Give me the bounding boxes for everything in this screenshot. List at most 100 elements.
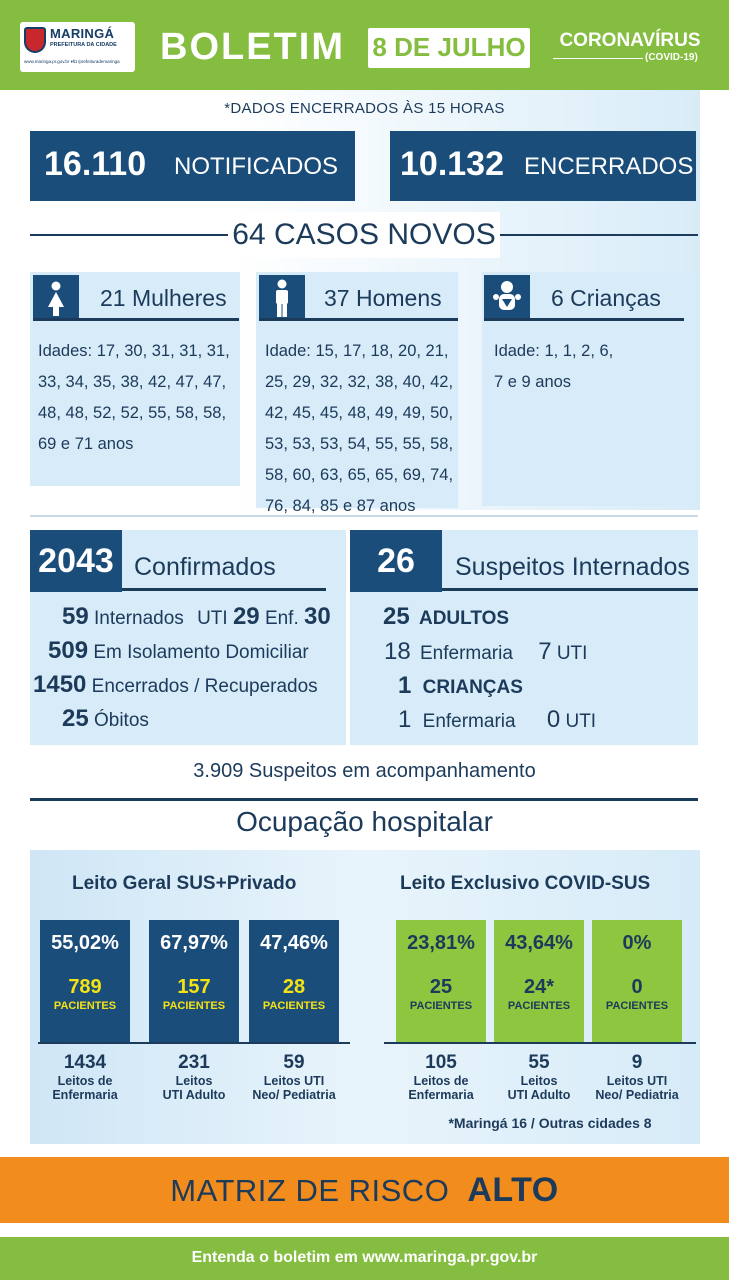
encerrados-box: 10.132 ENCERRADOS — [390, 131, 696, 201]
age-line: Idades: 17, 30, 31, 31, 31, — [38, 342, 230, 360]
homens-title: 37 Homens — [324, 285, 442, 311]
leitos-label: Leitos de — [413, 1074, 469, 1088]
patients-label: PACIENTES — [53, 1000, 117, 1012]
divider — [259, 318, 458, 321]
age-line: 7 e 9 anos — [494, 373, 572, 391]
leitos-uti-adulto: 231 Leitos UTI Adulto — [139, 1052, 249, 1102]
occupancy-percent: 55,02% — [51, 932, 119, 954]
leitos-enfermaria: 1434 Leitos de Enfermaria — [30, 1052, 140, 1102]
age-line: 76, 84, 85 e 87 anos — [265, 497, 416, 515]
recuperados-number: 1450 — [33, 671, 87, 698]
logo-subtitle: PREFEITURA DA CIDADE — [50, 42, 117, 48]
occupancy-percent: 43,64% — [505, 932, 573, 954]
patients-label: PACIENTES — [162, 1000, 226, 1012]
divider — [122, 588, 326, 591]
leito-covid-title: Leito Exclusivo COVID-SUS — [400, 873, 651, 894]
footer-link[interactable]: Entenda o boletim em www.maringa.pr.gov.… — [191, 1249, 538, 1266]
casos-novos-heading: 64 CASOS NOVOS — [228, 212, 500, 258]
leitos-number: 9 — [631, 1052, 643, 1073]
confirmados-number: 2043 — [30, 530, 122, 592]
patients-count: 24* — [523, 976, 555, 998]
divider — [500, 234, 698, 236]
patients-label: PACIENTES — [605, 1000, 669, 1012]
age-line: 25, 29, 32, 32, 38, 40, 42, — [265, 373, 454, 391]
mulheres-title: 21 Mulheres — [100, 285, 227, 311]
patients-count: 0 — [631, 976, 643, 998]
man-icon — [259, 275, 305, 321]
risk-label: MATRIZ DE RISCO — [170, 1173, 450, 1208]
leitos-label: Neo/ Pediatria — [595, 1088, 679, 1102]
notificados-number: 16.110 — [44, 145, 147, 183]
uti-label: UTI — [565, 711, 597, 732]
adultos-number: 25 — [383, 603, 410, 630]
notificados-label: NOTIFICADOS — [174, 153, 339, 180]
leito-geral-title: Leito Geral SUS+Privado — [72, 873, 297, 894]
adultos-detail-row: 18 Enfermaria 7 UTI — [384, 638, 587, 666]
leitos-label: UTI Adulto — [162, 1088, 226, 1102]
baseline — [384, 1042, 696, 1044]
woman-icon — [33, 275, 79, 321]
adultos-label: ADULTOS — [418, 608, 510, 629]
recuperados-row: 1450 Encerrados / Recuperados — [33, 671, 318, 699]
suspeitos-number: 26 — [350, 530, 442, 592]
age-line: Idade: 1, 1, 2, 6, — [494, 342, 614, 360]
uti-label: UTI — [556, 643, 588, 664]
bar-covid-enfermaria: 23,81% 25 PACIENTES — [396, 920, 486, 1042]
leitos-label: Leitos UTI — [606, 1074, 668, 1088]
criancas-label: CRIANÇAS — [422, 677, 523, 698]
age-line: 42, 45, 45, 48, 49, 49, 50, — [265, 404, 454, 422]
age-line: 53, 53, 53, 54, 55, 55, 58, — [265, 435, 454, 453]
encerrados-label: ENCERRADOS — [524, 153, 694, 180]
logo-name: MARINGÁ — [50, 26, 115, 41]
logo-url: www.maringa.pr.gov.br ▾f◘ /prefeituradem… — [24, 59, 120, 64]
leitos-number: 59 — [283, 1052, 305, 1073]
leitos-label: Leitos — [520, 1074, 558, 1088]
internados-row: 59 Internados UTI 29 Enf. 30 — [62, 603, 331, 631]
leitos-label: Neo/ Pediatria — [252, 1088, 336, 1102]
city-crest-icon — [24, 27, 46, 53]
uti-label: UTI — [197, 608, 228, 629]
divider — [30, 798, 698, 801]
risk-level: ALTO — [467, 1171, 559, 1209]
enf-label: Enfermaria — [419, 643, 513, 664]
obitos-label: Óbitos — [93, 710, 149, 731]
obitos-number: 25 — [62, 705, 89, 732]
footnote: *Maringá 16 / Outras cidades 8 — [448, 1115, 652, 1131]
leitos-number: 55 — [528, 1052, 550, 1073]
leitos-covid-uti-neo: 9 Leitos UTI Neo/ Pediatria — [582, 1052, 692, 1102]
city-logo[interactable]: MARINGÁ PREFEITURA DA CIDADE www.maringa… — [20, 22, 135, 72]
encerrados-number: 10.132 — [400, 145, 504, 183]
divider — [30, 234, 228, 236]
bar-covid-uti-neo: 0% 0 PACIENTES — [592, 920, 682, 1042]
leitos-label: Enfermaria — [408, 1088, 474, 1102]
age-line: 69 e 71 anos — [38, 435, 134, 453]
suspeitos-title: Suspeitos Internados — [455, 553, 690, 581]
criancas-detail-row: 1 Enfermaria 0 UTI — [398, 706, 596, 734]
age-line: Idade: 15, 17, 18, 20, 21, — [265, 342, 449, 360]
patients-count: 25 — [429, 976, 453, 998]
coronavirus-label: CORONAVÍRUS — [559, 30, 701, 51]
leitos-number: 231 — [178, 1052, 210, 1073]
occupancy-percent: 23,81% — [407, 932, 475, 954]
leitos-covid-enfermaria: 105 Leitos de Enfermaria — [386, 1052, 496, 1102]
criancas-enf-number: 1 — [398, 706, 412, 733]
enf-number: 30 — [304, 603, 331, 630]
date-badge: 8 DE JULHO — [368, 28, 530, 68]
criancas-ages: Idade: 1, 1, 2, 6, 7 e 9 anos — [494, 336, 613, 398]
patients-label: PACIENTES — [409, 1000, 473, 1012]
divider — [30, 515, 698, 517]
patients-count: 157 — [177, 976, 211, 998]
age-line: 33, 34, 35, 38, 42, 47, 47, — [38, 373, 227, 391]
data-note: *DADOS ENCERRADOS ÀS 15 HORAS — [224, 100, 505, 117]
isolamento-number: 509 — [48, 637, 89, 664]
adultos-uti-number: 7 — [538, 638, 552, 665]
bar-uti-neo: 47,46% 28 PACIENTES — [249, 920, 339, 1042]
bar-uti-adulto: 67,97% 157 PACIENTES — [149, 920, 239, 1042]
covid-label: (COVID-19) — [645, 52, 698, 63]
divider — [442, 588, 698, 591]
risk-banner: MATRIZ DE RISCO ALTO — [0, 1157, 729, 1223]
age-line: 58, 60, 63, 65, 65, 69, 74, — [265, 466, 454, 484]
leitos-covid-uti-adulto: 55 Leitos UTI Adulto — [484, 1052, 594, 1102]
occupancy-percent: 0% — [622, 932, 652, 954]
enf-label: Enfermaria — [422, 711, 516, 732]
